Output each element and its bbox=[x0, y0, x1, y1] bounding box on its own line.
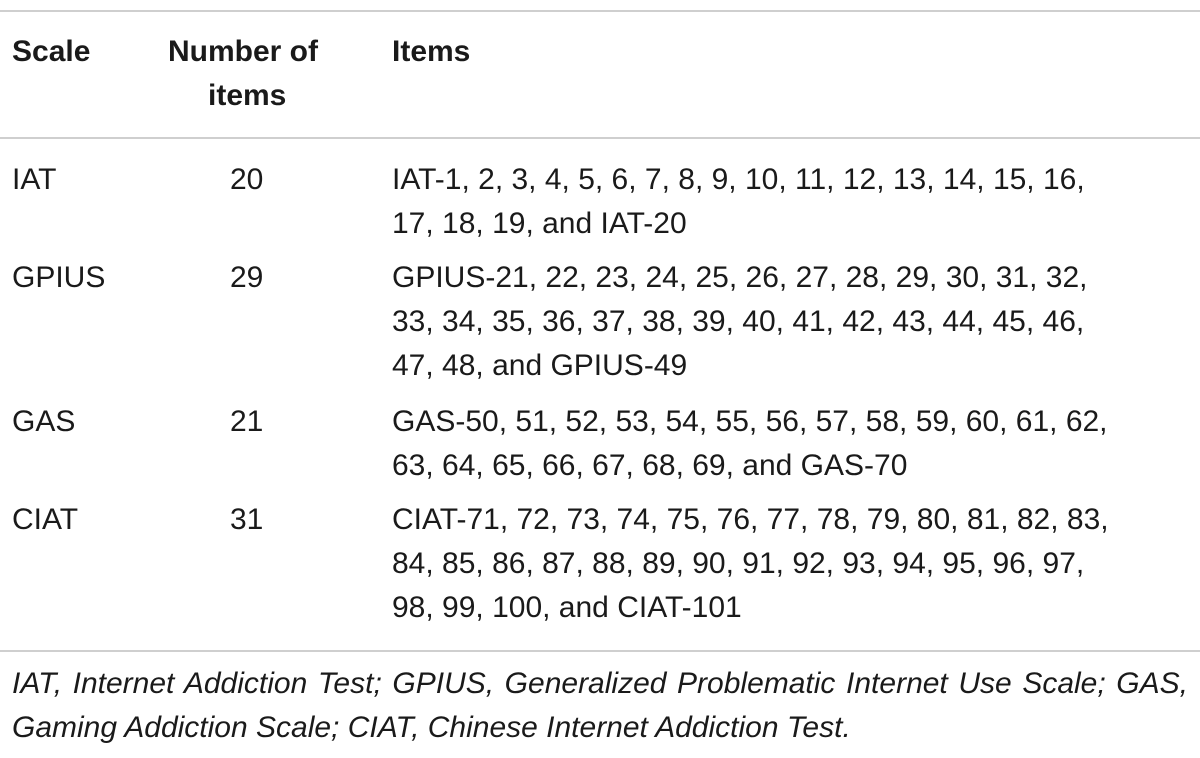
row-iat-number: 20 bbox=[230, 163, 264, 196]
row-gas-number: 21 bbox=[230, 405, 264, 438]
row-iat-items-line1: IAT-1, 2, 3, 4, 5, 6, 7, 8, 9, 10, 11, 1… bbox=[392, 163, 1085, 196]
table-top-rule bbox=[0, 10, 1200, 12]
header-number-of-items-line1: Number of bbox=[168, 35, 318, 68]
row-gpius-scale: GPIUS bbox=[12, 261, 106, 294]
row-iat-scale: IAT bbox=[12, 163, 57, 196]
row-gpius-items-line2: 33, 34, 35, 36, 37, 38, 39, 40, 41, 42, … bbox=[392, 305, 1085, 338]
header-items: Items bbox=[392, 35, 471, 68]
row-iat-items-line2: 17, 18, 19, and IAT-20 bbox=[392, 207, 687, 240]
row-gas-items-line2: 63, 64, 65, 66, 67, 68, 69, and GAS-70 bbox=[392, 449, 908, 482]
header-rule bbox=[0, 137, 1200, 139]
row-gpius-items-line1: GPIUS-21, 22, 23, 24, 25, 26, 27, 28, 29… bbox=[392, 261, 1088, 294]
row-ciat-scale: CIAT bbox=[12, 503, 79, 536]
row-gas-items-line1: GAS-50, 51, 52, 53, 54, 55, 56, 57, 58, … bbox=[392, 405, 1108, 438]
row-ciat-items-line2: 84, 85, 86, 87, 88, 89, 90, 91, 92, 93, … bbox=[392, 547, 1085, 580]
table-bottom-rule bbox=[0, 650, 1200, 652]
row-ciat-number: 31 bbox=[230, 503, 264, 536]
row-ciat-items-line3: 98, 99, 100, and CIAT-101 bbox=[392, 591, 742, 624]
table-footnote: IAT, Internet Addiction Test; GPIUS, Gen… bbox=[12, 667, 1188, 744]
header-scale: Scale bbox=[12, 35, 91, 68]
row-gpius-number: 29 bbox=[230, 261, 264, 294]
row-gpius-items-line3: 47, 48, and GPIUS-49 bbox=[392, 349, 688, 382]
row-ciat-items-line1: CIAT-71, 72, 73, 74, 75, 76, 77, 78, 79,… bbox=[392, 503, 1109, 536]
row-gas-scale: GAS bbox=[12, 405, 76, 438]
header-number-of-items-line2: items bbox=[208, 79, 287, 112]
